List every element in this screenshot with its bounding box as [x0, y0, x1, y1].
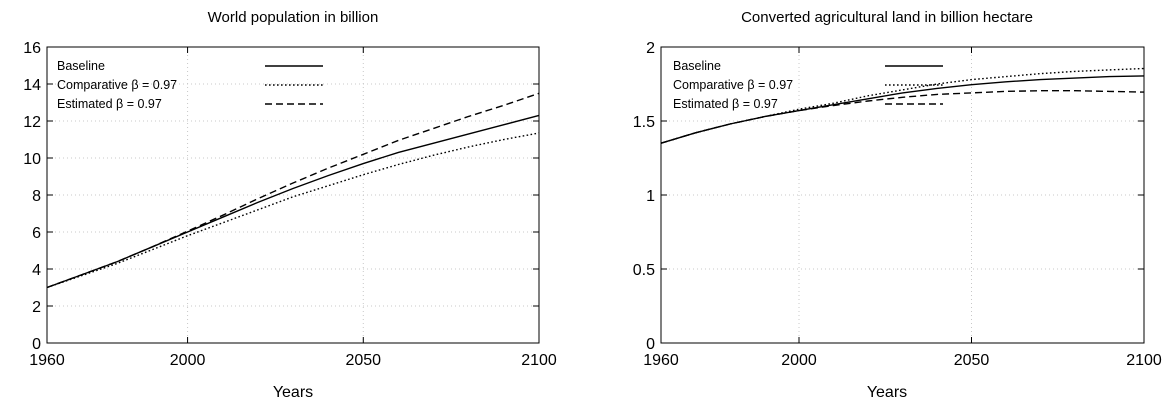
x-tick-label: 2000: [781, 352, 817, 369]
agricultural-land-chart: Converted agricultural land in billion h…: [633, 9, 1162, 400]
series-line-dotted: [46, 132, 540, 289]
x-tick-label: 1960: [29, 352, 65, 369]
x-tick-label: 2050: [954, 352, 990, 369]
y-tick-label: 2: [646, 40, 655, 57]
y-tick-label: 2: [32, 299, 41, 316]
legend-label: Baseline: [673, 59, 721, 73]
y-tick-label: 8: [32, 188, 41, 205]
x-tick-label: 2000: [170, 352, 206, 369]
y-tick-label: 0: [32, 336, 41, 353]
legend-label: Comparative β = 0.97: [673, 78, 793, 92]
y-tick-label: 1.5: [633, 114, 655, 131]
x-axis-label: Years: [867, 384, 907, 400]
y-tick-label: 10: [23, 151, 41, 168]
population-chart: World population in billion 0 2 4 6 8 10 12 14 1…: [23, 9, 557, 400]
x-tick-label: 2050: [345, 352, 381, 369]
y-tick-label: 12: [23, 114, 41, 131]
y-tick-label: 0: [646, 336, 655, 353]
y-tick-label: 1: [646, 188, 655, 205]
series-line-dashed: [660, 89, 1145, 144]
plot-frame: [46, 46, 540, 344]
series-line-dashed: [46, 92, 540, 289]
y-tick-label: 16: [23, 40, 41, 57]
legend-label: Comparative β = 0.97: [57, 78, 177, 92]
legend-label: Estimated β = 0.97: [57, 97, 162, 111]
y-tick-label: 4: [32, 262, 41, 279]
series-line-dotted: [660, 67, 1145, 144]
y-tick-label: 14: [23, 77, 41, 94]
plot-frame: [660, 46, 1145, 344]
x-tick-label: 2100: [521, 352, 557, 369]
legend-label: Estimated β = 0.97: [673, 97, 778, 111]
chart-title: World population in billion: [208, 9, 379, 26]
legend-label: Baseline: [57, 59, 105, 73]
x-axis-label: Years: [273, 384, 313, 400]
y-tick-label: 6: [32, 225, 41, 242]
series-line-solid: [46, 114, 540, 289]
x-tick-label: 2100: [1126, 352, 1162, 369]
y-tick-label: 0.5: [633, 262, 655, 279]
x-tick-label: 1960: [643, 352, 679, 369]
chart-title: Converted agricultural land in billion h…: [741, 9, 1033, 26]
